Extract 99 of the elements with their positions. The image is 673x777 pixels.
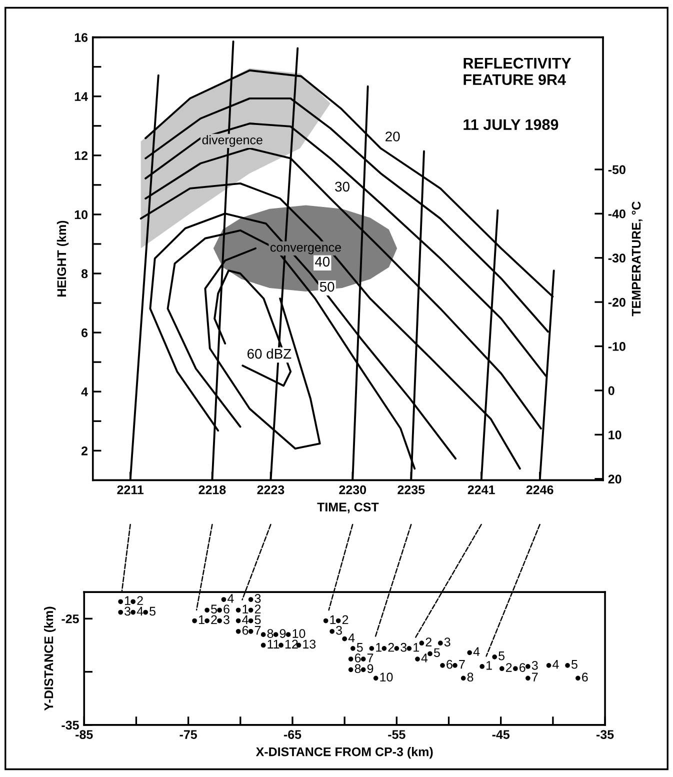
annotation: 6 [224, 604, 230, 614]
x-tick-label: 2235 [398, 485, 425, 494]
annotation: 3 [254, 594, 261, 603]
annotation: 5 [211, 604, 217, 614]
annotation: 5 [150, 606, 156, 616]
annotation: 20 [386, 132, 400, 142]
annotation: 4 [136, 606, 144, 616]
y2-tick-label: -20 [608, 298, 626, 307]
y2-tick-label: 20 [608, 474, 622, 484]
y-tick-label: 4 [81, 388, 88, 396]
y-tick-label: 16 [74, 33, 88, 42]
annotation: 4 [473, 647, 480, 656]
y2-tick-label: -30 [608, 254, 626, 263]
annotation: 6 [242, 626, 248, 635]
annotation: 3 [124, 606, 130, 616]
annotation: 60 dBZ [248, 348, 292, 359]
annotation: 6 [446, 660, 452, 669]
annotation: 7 [532, 672, 538, 682]
y2-tick-label: 10 [608, 430, 622, 440]
x-tick-label: 2241 [468, 485, 495, 494]
y-tick-label: 8 [81, 269, 88, 278]
annotation: 12 [285, 640, 298, 648]
y2-tick-label: -10 [608, 342, 626, 351]
annotation: 4 [348, 633, 355, 642]
annotation: 7 [459, 660, 465, 669]
y2-axis-title: TEMPERATURE, °C [632, 201, 642, 316]
annotation: 8 [354, 664, 361, 674]
y2-tick-label: -40 [608, 209, 626, 218]
annotation: 2 [211, 615, 217, 624]
annotation: 3 [532, 660, 538, 670]
annotation: 4 [227, 594, 234, 603]
annotation: 30 [335, 182, 350, 192]
x-axis-title: TIME, CST [317, 502, 379, 514]
annotation: 4 [552, 660, 559, 669]
x-tick-label: -85 [76, 730, 93, 739]
annotation: 5 [571, 660, 578, 669]
annotation: 2 [137, 596, 143, 605]
y-tick-label: 6 [82, 328, 88, 338]
annotation: 3 [400, 642, 407, 652]
annotation: 5 [254, 615, 261, 624]
annotation: 3 [444, 638, 450, 646]
annotation: 1 [414, 643, 419, 652]
x-tick-label: -45 [492, 730, 510, 739]
x-tick-label: -75 [180, 730, 197, 739]
annotation: 2 [342, 615, 348, 624]
annotation: 2 [426, 638, 432, 646]
y2-tick-label: -50 [608, 165, 626, 174]
annotation: 1 [198, 615, 204, 624]
y-axis-title: HEIGHT (km) [56, 220, 69, 296]
annotation: 6 [582, 672, 588, 682]
x-tick-label: -65 [284, 730, 302, 739]
annotation: 7 [254, 626, 261, 635]
annotation: 11 [268, 640, 280, 648]
annotation: 1 [125, 596, 130, 605]
text: 11 JULY 1989 [464, 119, 558, 130]
y-tick-label: 12 [74, 151, 88, 160]
annotation: 2 [506, 663, 512, 672]
annotation: 3 [336, 626, 342, 635]
y2-tick-label: 0 [608, 386, 614, 396]
annotation: 2 [388, 642, 394, 652]
annotation: 7 [367, 654, 374, 662]
annotation: 5 [434, 648, 440, 658]
y-axis-title: Y-DISTANCE (km) [44, 606, 56, 711]
annotation: 50 [320, 282, 334, 292]
annotation: 4 [421, 654, 428, 662]
y-tick-label: 14 [74, 92, 88, 101]
x-tick-label: 2218 [198, 485, 226, 494]
text: REFLECTIVITY FEATURE 9R4 [464, 58, 572, 86]
series-label: convergence [270, 244, 341, 254]
x-tick-label: 2230 [339, 485, 366, 494]
annotation: 40 [314, 256, 330, 267]
x-tick-label: 2223 [257, 485, 284, 494]
annotation: 6 [354, 654, 361, 662]
y-tick-label: 10 [74, 210, 88, 220]
annotation: 10 [292, 629, 306, 638]
annotation: 2 [254, 604, 261, 614]
x-tick-label: 2211 [117, 485, 144, 494]
annotation: 4 [242, 615, 248, 624]
annotation: 5 [498, 652, 504, 660]
annotation: 3 [224, 615, 230, 624]
x-axis-title: X-DISTANCE FROM CP-3 (km) [256, 747, 433, 759]
annotation: 9 [367, 664, 374, 674]
annotation: 10 [380, 672, 393, 682]
annotation: 9 [280, 629, 286, 638]
annotation: 13 [303, 640, 316, 649]
series-label: divergence [202, 135, 262, 147]
annotation: 1 [376, 643, 382, 652]
x-tick-label: 2246 [526, 485, 554, 494]
annotation: 8 [267, 629, 274, 638]
x-tick-label: -35 [596, 730, 614, 739]
y-tick-label: -25 [62, 614, 79, 624]
annotation: 6 [520, 663, 526, 672]
y-tick-label: 2 [81, 446, 88, 456]
annotation: 1 [330, 615, 336, 624]
annotation: 5 [356, 643, 363, 652]
annotation: 1 [242, 604, 248, 614]
annotation: 8 [467, 672, 474, 682]
annotation: 1 [486, 661, 492, 670]
x-tick-label: -55 [388, 730, 406, 739]
